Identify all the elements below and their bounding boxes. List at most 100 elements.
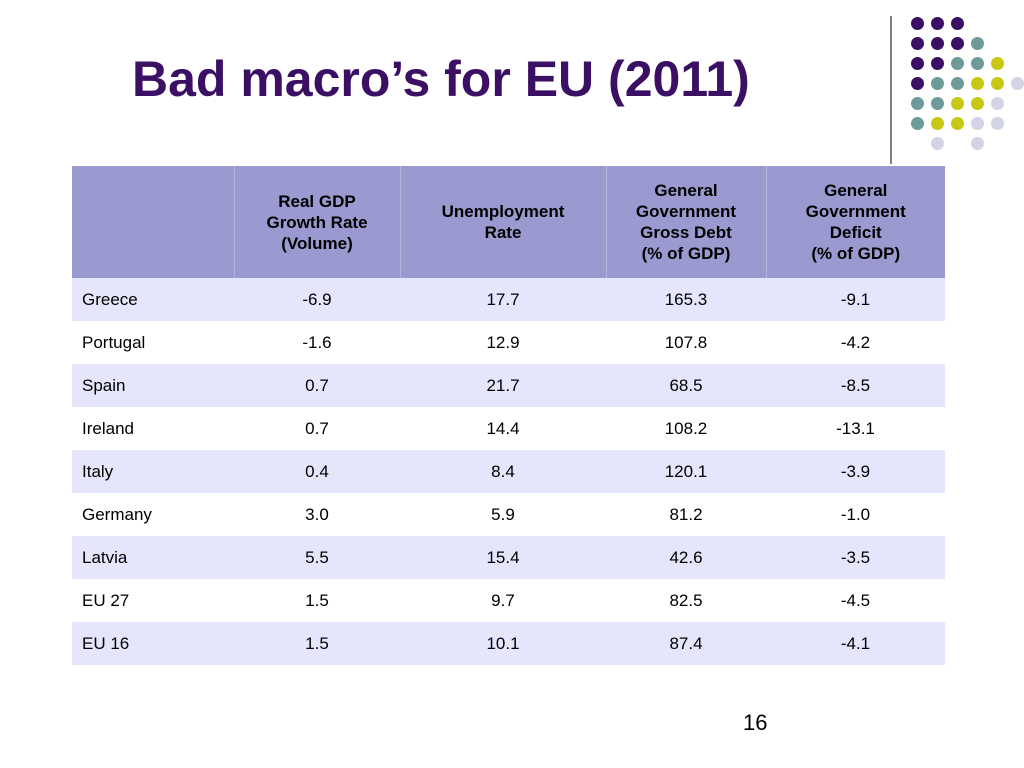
table-cell: 0.7	[234, 364, 400, 407]
table-cell: 1.5	[234, 622, 400, 665]
table-cell: 82.5	[606, 579, 766, 622]
table-cell: 0.7	[234, 407, 400, 450]
row-label: Greece	[72, 278, 234, 321]
decorative-dot	[991, 97, 1004, 110]
decorative-dot	[931, 97, 944, 110]
slide-title: Bad macro’s for EU (2011)	[132, 51, 750, 107]
decorative-dot	[911, 17, 924, 30]
column-header-line: Gross Debt	[640, 223, 732, 242]
column-header-line: Government	[635, 202, 737, 221]
decorative-dot	[931, 137, 944, 150]
table-cell: 14.4	[400, 407, 606, 450]
column-header-line: Rate	[484, 223, 522, 242]
column-header-line: Growth Rate	[266, 212, 368, 232]
decorative-dot	[951, 77, 964, 90]
table-row: Latvia 5.5 15.4 42.6 -3.5	[72, 536, 945, 579]
decorative-dot	[951, 117, 964, 130]
column-header-line: General	[654, 181, 718, 200]
table-cell: -3.5	[766, 536, 945, 579]
table-cell: 68.5	[606, 364, 766, 407]
page-number: 16	[743, 710, 768, 735]
decorative-dot	[931, 57, 944, 70]
table-cell: 3.0	[234, 493, 400, 536]
row-label: EU 27	[72, 579, 234, 622]
decorative-dot	[951, 37, 964, 50]
decorative-dot	[911, 117, 924, 130]
decorative-dot	[931, 117, 944, 130]
decorative-dot	[951, 97, 964, 110]
decorative-dot	[911, 37, 924, 50]
table-cell: 17.7	[400, 278, 606, 321]
table-cell: 0.4	[234, 450, 400, 493]
decorative-dot	[931, 17, 944, 30]
table-cell: 10.1	[400, 622, 606, 665]
row-label: Portugal	[72, 321, 234, 364]
decorative-dot	[931, 37, 944, 50]
table-cell: -4.5	[766, 579, 945, 622]
decorative-dot	[971, 97, 984, 110]
decorative-dot	[911, 97, 924, 110]
table-row: Germany 3.0 5.9 81.2 -1.0	[72, 493, 945, 536]
decorative-dot	[991, 57, 1004, 70]
decorative-dot	[971, 77, 984, 90]
column-header-line: (Volume)	[281, 233, 353, 253]
decorative-dot	[1011, 77, 1024, 90]
table-row: Greece -6.9 17.7 165.3 -9.1	[72, 278, 945, 321]
decorative-dot	[971, 117, 984, 130]
table-cell: 8.4	[400, 450, 606, 493]
table-row: Ireland 0.7 14.4 108.2 -13.1	[72, 407, 945, 450]
decorative-divider	[890, 16, 892, 164]
table-cell: 165.3	[606, 278, 766, 321]
row-label: Spain	[72, 364, 234, 407]
table-cell: 81.2	[606, 493, 766, 536]
table-cell: -3.9	[766, 450, 945, 493]
table-cell: 15.4	[400, 536, 606, 579]
column-header: Real GDP Growth Rate (Volume)	[234, 166, 401, 278]
column-header: Unemployment Rate	[400, 166, 607, 278]
table-cell: -1.6	[234, 321, 400, 364]
row-label: Latvia	[72, 536, 234, 579]
table-cell: 21.7	[400, 364, 606, 407]
table-cell: 5.5	[234, 536, 400, 579]
table-cell: 107.8	[606, 321, 766, 364]
decorative-dot	[971, 37, 984, 50]
decorative-dot	[911, 57, 924, 70]
table-cell: -4.2	[766, 321, 945, 364]
decorative-dot	[971, 57, 984, 70]
decorative-dot	[991, 117, 1004, 130]
table-cell: -6.9	[234, 278, 400, 321]
column-header-line: Government	[805, 202, 906, 221]
table-cell: 120.1	[606, 450, 766, 493]
table-cell: 5.9	[400, 493, 606, 536]
macro-table: Real GDP Growth Rate (Volume) Unemployment R…	[72, 166, 945, 665]
table-cell: 12.9	[400, 321, 606, 364]
table-cell: -13.1	[766, 407, 945, 450]
table-row: EU 27 1.5 9.7 82.5 -4.5	[72, 579, 945, 622]
table-cell: 42.6	[606, 536, 766, 579]
table-row: EU 16 1.5 10.1 87.4 -4.1	[72, 622, 945, 665]
column-header	[72, 166, 235, 278]
table-cell: -1.0	[766, 493, 945, 536]
row-label: EU 16	[72, 622, 234, 665]
table-cell: -4.1	[766, 622, 945, 665]
table-header-row: Real GDP Growth Rate (Volume) Unemployment R…	[72, 166, 945, 278]
table-cell: -9.1	[766, 278, 945, 321]
decorative-dot	[951, 57, 964, 70]
decorative-dot	[911, 77, 924, 90]
decorative-dot	[991, 77, 1004, 90]
table-cell: 87.4	[606, 622, 766, 665]
table-cell: 1.5	[234, 579, 400, 622]
table-cell: 9.7	[400, 579, 606, 622]
decorative-dot	[951, 17, 964, 30]
table-cell: 108.2	[606, 407, 766, 450]
table-row: Portugal -1.6 12.9 107.8 -4.2	[72, 321, 945, 364]
column-header: General Government Gross Debt (% of GDP)	[606, 166, 767, 278]
decorative-dot	[971, 137, 984, 150]
column-header-line: (% of GDP)	[811, 244, 901, 263]
column-header-line: (% of GDP)	[641, 244, 731, 263]
row-label: Germany	[72, 493, 234, 536]
column-header: General Government Deficit (% of GDP)	[766, 166, 945, 278]
decorative-dot	[931, 77, 944, 90]
column-header-line: Deficit	[829, 223, 882, 242]
column-header-line: Real GDP	[278, 191, 356, 211]
